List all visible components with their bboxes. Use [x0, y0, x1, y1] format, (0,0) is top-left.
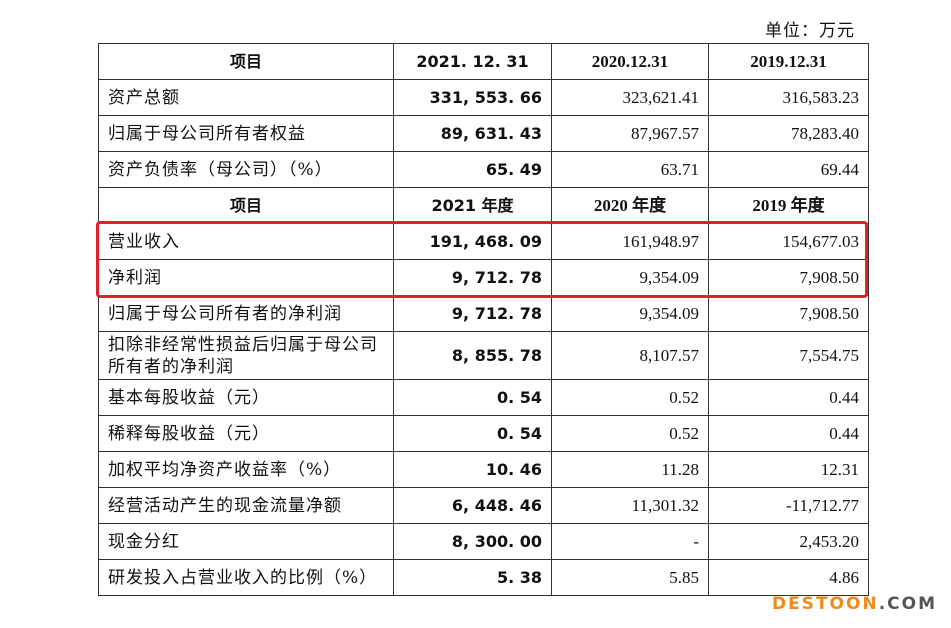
value-2020: 11.28 [551, 451, 709, 488]
value-2020: 9,354.09 [551, 259, 709, 296]
value-2019: 0.44 [708, 415, 869, 452]
table-row: 经营活动产生的现金流量净额 6, 448. 46 11,301.32 -11,7… [98, 487, 869, 524]
value-2020: 63.71 [551, 151, 709, 188]
header-col-2020: 2020 年度 [551, 187, 709, 224]
value-2020: 0.52 [551, 379, 709, 416]
value-2020: 5.85 [551, 559, 709, 596]
value-2019: 0.44 [708, 379, 869, 416]
row-label: 加权平均净资产收益率（%） [98, 451, 394, 488]
value-2019: 7,908.50 [708, 295, 869, 332]
value-2019: 2,453.20 [708, 523, 869, 560]
value-2021: 10. 46 [393, 451, 552, 488]
value-2019: 12.31 [708, 451, 869, 488]
value-2020: 87,967.57 [551, 115, 709, 152]
watermark-part1: DESTOON [771, 594, 879, 614]
table-row: 资产总额 331, 553. 66 323,621.41 316,583.23 [98, 79, 869, 116]
table-row: 加权平均净资产收益率（%） 10. 46 11.28 12.31 [98, 451, 869, 488]
value-2020: - [551, 523, 709, 560]
value-2020: 323,621.41 [551, 79, 709, 116]
row-label: 归属于母公司所有者权益 [98, 115, 394, 152]
row-label: 研发投入占营业收入的比例（%） [98, 559, 394, 596]
value-2020: 8,107.57 [551, 331, 709, 380]
row-label: 资产负债率（母公司）（%） [98, 151, 394, 188]
header-col-2020: 2020.12.31 [551, 43, 709, 80]
value-2019: 7,554.75 [708, 331, 869, 380]
value-2021: 8, 855. 78 [393, 331, 552, 380]
value-2021: 9, 712. 78 [393, 295, 552, 332]
row-label: 营业收入 [98, 223, 394, 260]
table-row: 现金分红 8, 300. 00 - 2,453.20 [98, 523, 869, 560]
value-2021: 8, 300. 00 [393, 523, 552, 560]
row-label: 经营活动产生的现金流量净额 [98, 487, 394, 524]
value-2021: 0. 54 [393, 379, 552, 416]
value-2021: 89, 631. 43 [393, 115, 552, 152]
table-row: 营业收入 191, 468. 09 161,948.97 154,677.03 [98, 223, 869, 260]
value-2019: 69.44 [708, 151, 869, 188]
header-row-balance: 项目 2021. 12. 31 2020.12.31 2019.12.31 [98, 43, 869, 80]
value-2021: 65. 49 [393, 151, 552, 188]
value-2020: 0.52 [551, 415, 709, 452]
value-2019: -11,712.77 [708, 487, 869, 524]
header-row-income: 项目 2021 年度 2020 年度 2019 年度 [98, 187, 869, 224]
value-2019: 7,908.50 [708, 259, 869, 296]
financial-table: 项目 2021. 12. 31 2020.12.31 2019.12.31 资产… [98, 43, 869, 596]
table-row: 归属于母公司所有者权益 89, 631. 43 87,967.57 78,283… [98, 115, 869, 152]
header-item: 项目 [98, 187, 394, 224]
row-label: 基本每股收益（元） [98, 379, 394, 416]
unit-label: 单位：万元 [765, 21, 855, 41]
header-col-2021: 2021 年度 [393, 187, 552, 224]
table-row: 基本每股收益（元） 0. 54 0.52 0.44 [98, 379, 869, 416]
value-2021: 191, 468. 09 [393, 223, 552, 260]
table-row: 归属于母公司所有者的净利润 9, 712. 78 9,354.09 7,908.… [98, 295, 869, 332]
value-2019: 154,677.03 [708, 223, 869, 260]
table-row: 扣除非经常性损益后归属于母公司所有者的净利润 8, 855. 78 8,107.… [98, 331, 869, 380]
value-2021: 6, 448. 46 [393, 487, 552, 524]
table-row: 资产负债率（母公司）（%） 65. 49 63.71 69.44 [98, 151, 869, 188]
value-2019: 4.86 [708, 559, 869, 596]
value-2021: 331, 553. 66 [393, 79, 552, 116]
value-2021: 5. 38 [393, 559, 552, 596]
row-label: 资产总额 [98, 79, 394, 116]
watermark-part2: .COM [878, 594, 937, 614]
row-label: 稀释每股收益（元） [98, 415, 394, 452]
header-item: 项目 [98, 43, 394, 80]
header-col-2021: 2021. 12. 31 [393, 43, 552, 80]
value-2020: 11,301.32 [551, 487, 709, 524]
table-row: 研发投入占营业收入的比例（%） 5. 38 5.85 4.86 [98, 559, 869, 596]
table-row: 稀释每股收益（元） 0. 54 0.52 0.44 [98, 415, 869, 452]
row-label: 归属于母公司所有者的净利润 [98, 295, 394, 332]
value-2019: 78,283.40 [708, 115, 869, 152]
table-row: 净利润 9, 712. 78 9,354.09 7,908.50 [98, 259, 869, 296]
value-2019: 316,583.23 [708, 79, 869, 116]
header-col-2019: 2019.12.31 [708, 43, 869, 80]
value-2021: 0. 54 [393, 415, 552, 452]
highlight-box [96, 221, 868, 298]
row-label: 扣除非经常性损益后归属于母公司所有者的净利润 [98, 331, 394, 380]
header-col-2019: 2019 年度 [708, 187, 869, 224]
watermark-logo: DESTOON.COM [772, 594, 937, 614]
value-2020: 9,354.09 [551, 295, 709, 332]
row-label: 现金分红 [98, 523, 394, 560]
